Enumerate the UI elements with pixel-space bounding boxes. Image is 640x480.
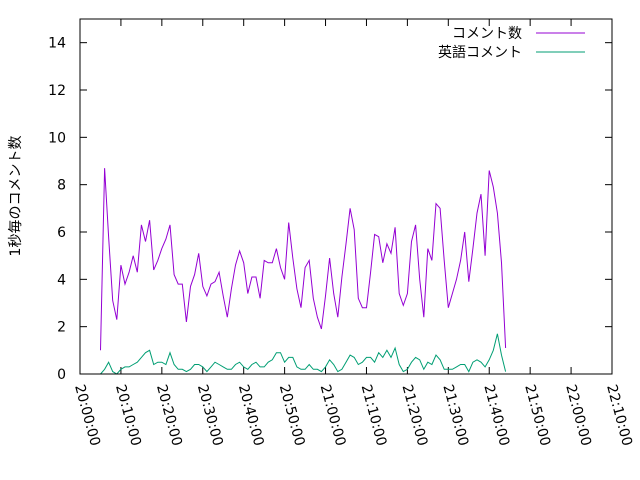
y-tick-label: 6 bbox=[57, 225, 66, 241]
y-tick-label: 4 bbox=[57, 272, 66, 288]
legend-label: コメント数 bbox=[452, 26, 522, 42]
plot-frame bbox=[79, 18, 613, 375]
y-tick-label: 0 bbox=[57, 367, 66, 383]
y-tick-label: 12 bbox=[48, 83, 66, 99]
series-line-1 bbox=[100, 168, 507, 351]
y-axis-label: 1秒毎のコメント数 bbox=[8, 136, 24, 257]
y-tick-label: 10 bbox=[48, 130, 66, 146]
y-tick-label: 8 bbox=[57, 178, 66, 194]
series-layer bbox=[100, 168, 507, 375]
y-tick-label: 14 bbox=[48, 36, 66, 52]
legend-label: 英語コメント bbox=[438, 44, 522, 61]
series-line-2 bbox=[100, 333, 507, 375]
y-tick-label: 2 bbox=[57, 320, 66, 336]
